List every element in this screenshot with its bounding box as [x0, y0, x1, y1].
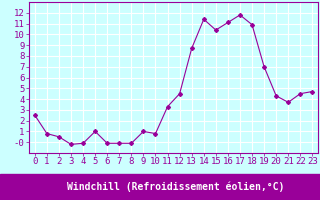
Text: Windchill (Refroidissement éolien,°C): Windchill (Refroidissement éolien,°C)	[67, 182, 285, 192]
